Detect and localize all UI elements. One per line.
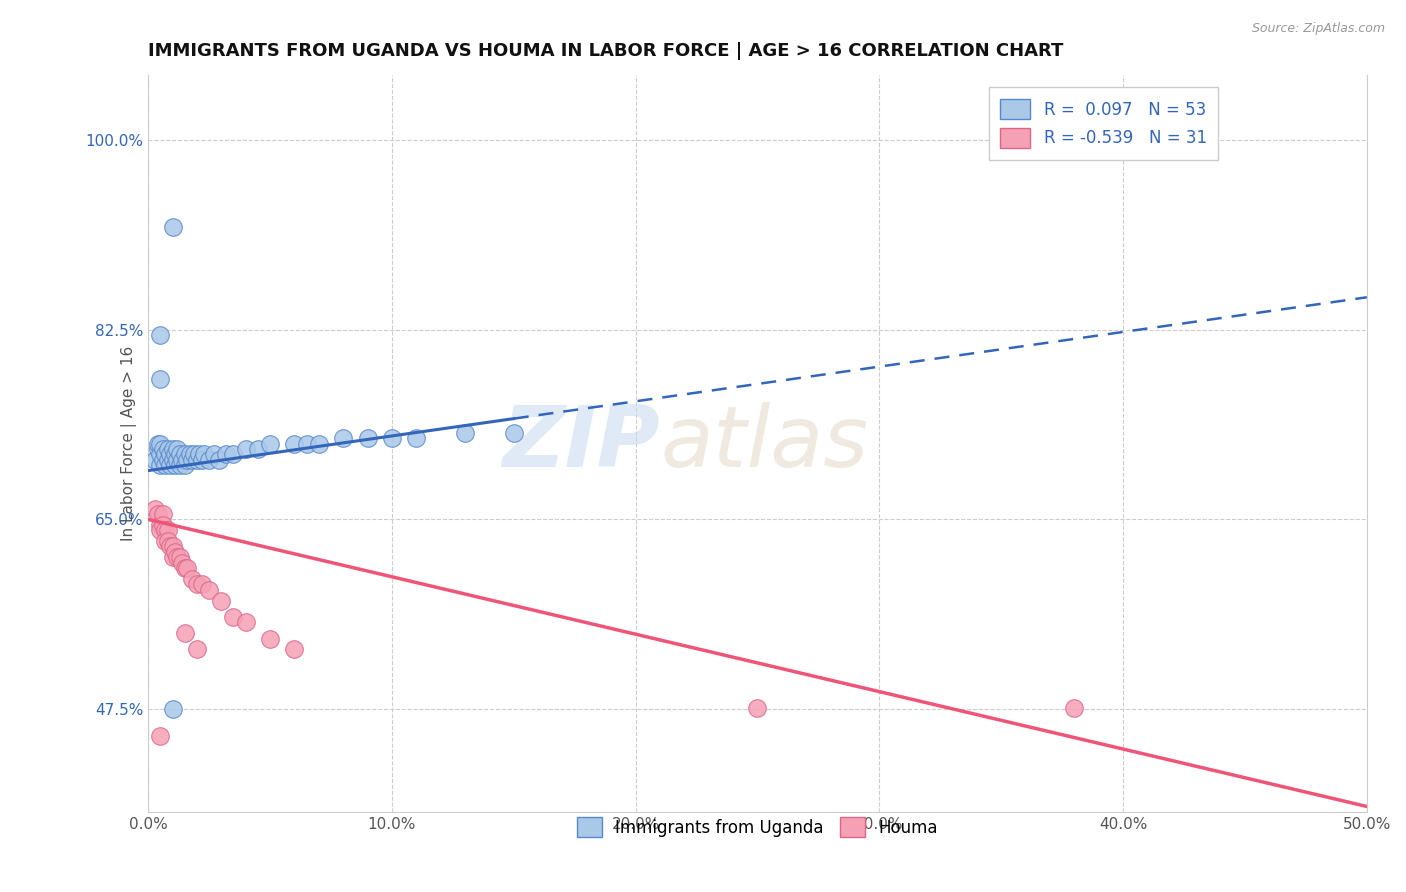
Point	[181, 452, 204, 467]
Point	[149, 371, 172, 385]
Point	[186, 642, 208, 657]
Point	[162, 540, 184, 554]
Point	[149, 729, 172, 743]
Point	[173, 626, 195, 640]
Point	[222, 610, 245, 624]
Text: atlas: atlas	[659, 402, 868, 485]
Point	[173, 561, 195, 575]
Point	[198, 582, 221, 597]
Point	[173, 458, 195, 473]
Point	[172, 452, 194, 467]
Point	[169, 447, 191, 461]
Point	[152, 507, 174, 521]
Point	[163, 545, 186, 559]
Point	[235, 615, 257, 630]
Point	[295, 436, 318, 450]
Point	[155, 458, 177, 473]
Point	[191, 452, 214, 467]
Point	[159, 458, 181, 473]
Point	[179, 447, 201, 461]
Point	[208, 452, 231, 467]
Point	[222, 447, 245, 461]
Point	[156, 523, 179, 537]
Point	[149, 447, 172, 461]
Point	[146, 507, 169, 521]
Point	[149, 458, 172, 473]
Point	[193, 447, 215, 461]
Point	[149, 523, 172, 537]
Point	[159, 447, 181, 461]
Point	[145, 452, 167, 467]
Point	[209, 593, 232, 607]
Point	[186, 577, 208, 591]
Point	[235, 442, 257, 456]
Point	[166, 550, 188, 565]
Point	[332, 431, 354, 445]
Point	[246, 442, 269, 456]
Point	[172, 556, 194, 570]
Point	[152, 517, 174, 532]
Point	[155, 523, 177, 537]
Point	[747, 701, 769, 715]
Point	[166, 452, 188, 467]
Point	[156, 534, 179, 549]
Point	[259, 436, 281, 450]
Point	[146, 442, 169, 456]
Point	[176, 561, 198, 575]
Point	[166, 442, 188, 456]
Point	[149, 517, 172, 532]
Point	[162, 442, 184, 456]
Text: ZIP: ZIP	[502, 402, 659, 485]
Point	[146, 436, 169, 450]
Point	[188, 447, 211, 461]
Point	[454, 425, 477, 440]
Point	[149, 328, 172, 343]
Legend: Immigrants from Uganda, Houma: Immigrants from Uganda, Houma	[571, 811, 945, 844]
Point	[162, 452, 184, 467]
Point	[356, 431, 378, 445]
Point	[159, 540, 181, 554]
Point	[173, 447, 195, 461]
Point	[169, 458, 191, 473]
Point	[149, 436, 172, 450]
Point	[283, 642, 305, 657]
Point	[155, 447, 177, 461]
Point	[198, 452, 221, 467]
Point	[152, 452, 174, 467]
Point	[1063, 701, 1085, 715]
Y-axis label: In Labor Force | Age > 16: In Labor Force | Age > 16	[121, 346, 136, 541]
Point	[163, 458, 186, 473]
Point	[145, 501, 167, 516]
Point	[176, 452, 198, 467]
Point	[381, 431, 404, 445]
Point	[183, 447, 205, 461]
Point	[162, 219, 184, 234]
Point	[191, 577, 214, 591]
Point	[259, 632, 281, 646]
Point	[155, 534, 177, 549]
Point	[283, 436, 305, 450]
Point	[308, 436, 330, 450]
Point	[186, 452, 208, 467]
Point	[156, 452, 179, 467]
Point	[215, 447, 238, 461]
Point	[502, 425, 524, 440]
Point	[405, 431, 427, 445]
Point	[162, 550, 184, 565]
Point	[163, 447, 186, 461]
Text: Source: ZipAtlas.com: Source: ZipAtlas.com	[1251, 22, 1385, 36]
Point	[152, 442, 174, 456]
Point	[162, 702, 184, 716]
Point	[169, 550, 191, 565]
Point	[156, 442, 179, 456]
Point	[181, 572, 204, 586]
Point	[202, 447, 225, 461]
Text: IMMIGRANTS FROM UGANDA VS HOUMA IN LABOR FORCE | AGE > 16 CORRELATION CHART: IMMIGRANTS FROM UGANDA VS HOUMA IN LABOR…	[148, 42, 1063, 60]
